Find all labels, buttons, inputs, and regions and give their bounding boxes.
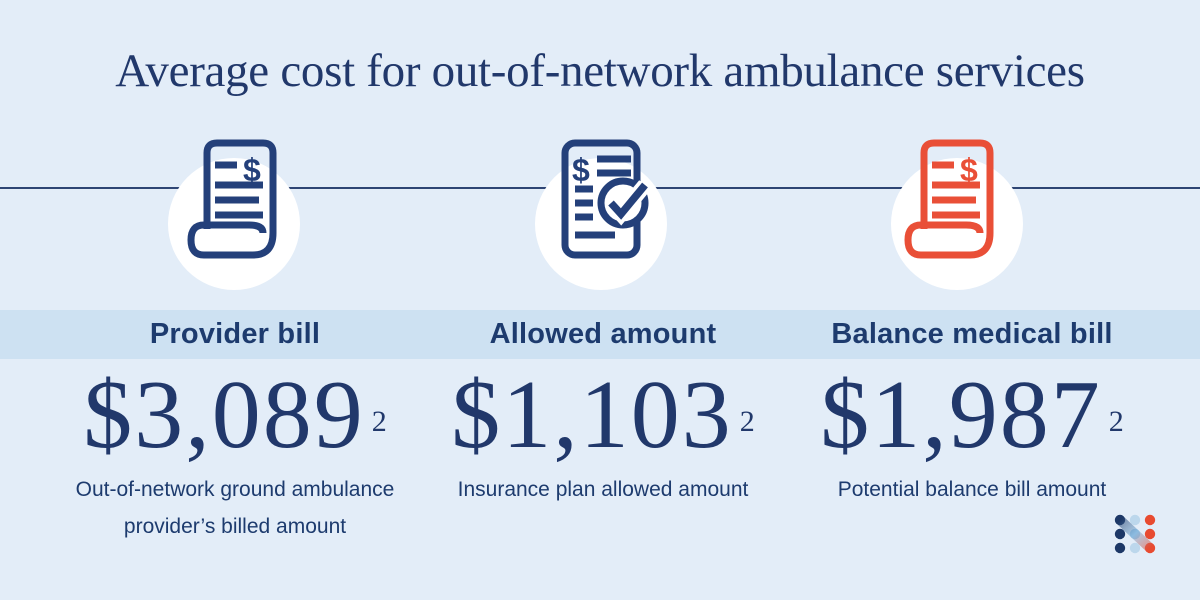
dollar-sign-glyph: $	[572, 152, 590, 188]
amount-footnote-marker: 2	[1108, 405, 1124, 439]
icon-circle	[535, 158, 667, 290]
amount-value: $3,089	[83, 361, 365, 469]
label-band	[0, 310, 1200, 359]
provider-bill-receipt-icon: $	[187, 139, 277, 259]
description-provider-bill: Out-of-network ground ambulance provider…	[75, 478, 395, 538]
page-title: Average cost for out-of-network ambulanc…	[115, 45, 1085, 97]
checkmark-glyph	[608, 182, 648, 220]
amount-value: $1,103	[451, 361, 733, 469]
amount-value: $1,987	[820, 361, 1102, 469]
column-label-provider-bill: Provider bill	[149, 318, 321, 350]
description-allowed-amount: Insurance plan allowed amount	[457, 478, 749, 501]
amount-provider-bill: $3,089 2	[35, 366, 435, 464]
allowed-amount-check-icon: $	[561, 139, 651, 259]
balance-bill-receipt-icon: $	[904, 139, 994, 259]
dollar-sign-glyph: $	[960, 152, 978, 188]
dollar-sign-glyph: $	[243, 152, 261, 188]
amount-footnote-marker: 2	[739, 405, 755, 439]
column-label-balance-medical-bill: Balance medical bill	[831, 318, 1113, 350]
description-balance-bill: Potential balance bill amount	[837, 478, 1107, 501]
amount-balance-bill: $1,987 2	[772, 366, 1172, 464]
amount-footnote-marker: 2	[371, 405, 387, 439]
brand-n-dots-logo-icon	[1114, 514, 1156, 554]
column-label-allowed-amount: Allowed amount	[489, 318, 717, 350]
amount-allowed: $1,103 2	[403, 366, 803, 464]
